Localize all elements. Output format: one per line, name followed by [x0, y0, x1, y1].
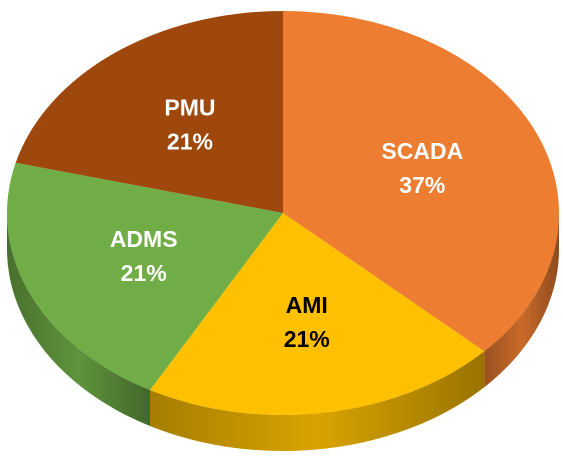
slice	[150, 213, 485, 415]
slice-label: ADMS	[110, 226, 178, 252]
slice-value-label: 37%	[399, 172, 445, 198]
slice-side-shade	[7, 213, 151, 427]
slice	[283, 11, 559, 352]
slice	[6, 162, 283, 391]
slice-value-label: 21%	[284, 326, 330, 352]
slice-value-label: 21%	[121, 260, 167, 286]
slice-label: PMU	[164, 94, 215, 120]
slice-side-shade	[484, 213, 559, 388]
slice	[15, 11, 283, 213]
slice-side-shade	[150, 351, 485, 452]
slice-label: SCADA	[381, 138, 463, 164]
slice-label: AMI	[286, 292, 328, 318]
slice-value-label: 21%	[167, 128, 213, 154]
